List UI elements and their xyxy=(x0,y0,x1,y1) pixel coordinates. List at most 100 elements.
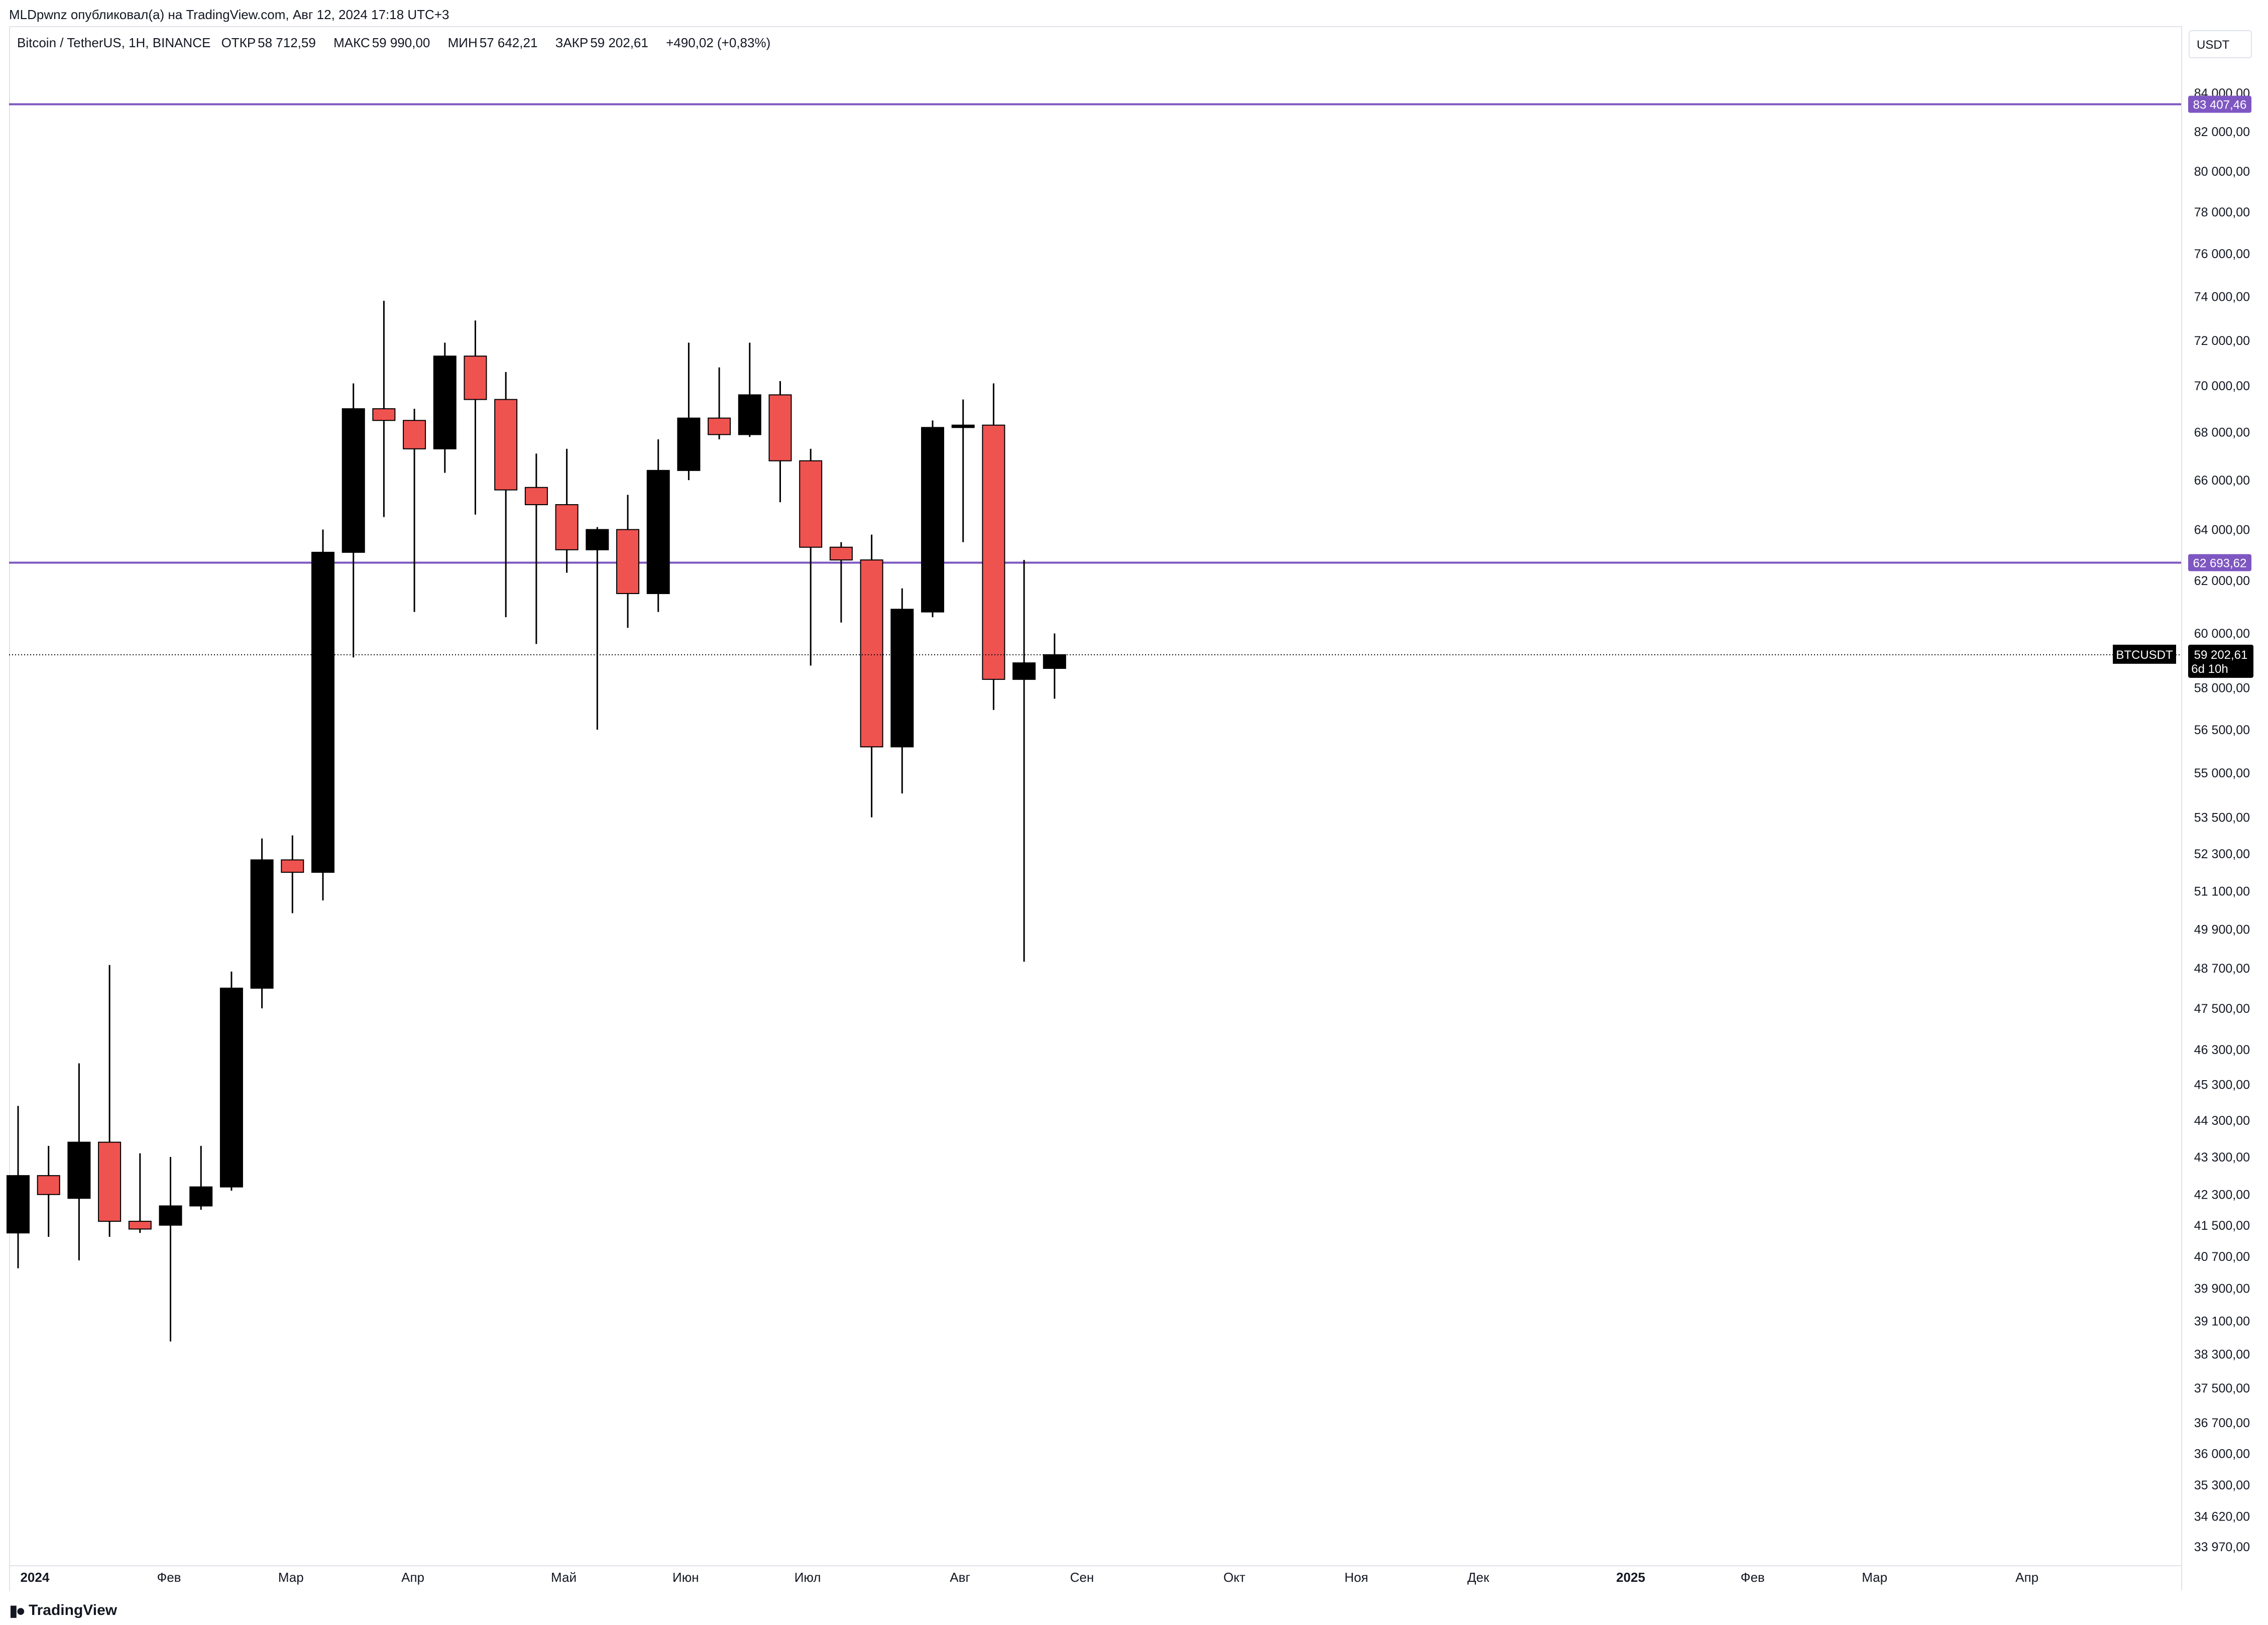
candle-body xyxy=(219,987,243,1188)
low-key: МИН xyxy=(447,35,478,50)
time-tick-label: Фев xyxy=(157,1570,181,1585)
price-tick-label: 53 500,00 xyxy=(2194,811,2250,825)
candle-body xyxy=(768,394,792,461)
price-tick-label: 55 000,00 xyxy=(2194,766,2250,780)
price-tick-label: 35 300,00 xyxy=(2194,1478,2250,1492)
price-tick-label: 56 500,00 xyxy=(2194,723,2250,737)
price-tick-label: 60 000,00 xyxy=(2194,627,2250,641)
chart-pane[interactable] xyxy=(9,26,2182,1591)
time-tick-label: Июл xyxy=(795,1570,821,1585)
candle-body xyxy=(189,1186,213,1207)
price-tick-label: 72 000,00 xyxy=(2194,334,2250,348)
candle-body xyxy=(98,1141,122,1222)
candle-body xyxy=(708,417,731,435)
candle-body xyxy=(860,559,883,748)
price-tick-label: 36 700,00 xyxy=(2194,1416,2250,1430)
low-value: 57 642,21 xyxy=(479,35,538,50)
level-price-label: 62 693,62 xyxy=(2193,557,2247,570)
price-tick-label: 48 700,00 xyxy=(2194,962,2250,976)
time-tick-label: Мар xyxy=(278,1570,304,1585)
time-tick-label: Апр xyxy=(2015,1570,2038,1585)
price-tick-label: 36 000,00 xyxy=(2194,1447,2250,1461)
currency-selector[interactable]: USDT xyxy=(2189,30,2252,58)
level-price-tag xyxy=(2188,95,2251,113)
price-tick-label: 66 000,00 xyxy=(2194,474,2250,488)
price-tick-label: 34 620,00 xyxy=(2194,1510,2250,1524)
candle-body xyxy=(281,859,304,873)
time-tick-label: Дек xyxy=(1467,1570,1490,1585)
symbol-title[interactable]: Bitcoin / TetherUS, 1H, BINANCE xyxy=(17,35,211,50)
time-tick-label: Ноя xyxy=(1344,1570,1368,1585)
price-tick-label: 41 500,00 xyxy=(2194,1219,2250,1233)
level-price-tag xyxy=(2188,554,2251,571)
ticker-tag-label: BTCUSDT xyxy=(2116,648,2173,662)
price-tick-label: 44 300,00 xyxy=(2194,1114,2250,1128)
price-tick-label: 70 000,00 xyxy=(2194,379,2250,393)
candle-body xyxy=(890,609,914,748)
price-tick-label: 45 300,00 xyxy=(2194,1078,2250,1092)
price-tick-label: 39 900,00 xyxy=(2194,1282,2250,1296)
candle-body xyxy=(403,420,426,449)
price-tick-label: 42 300,00 xyxy=(2194,1188,2250,1202)
open-value: 58 712,59 xyxy=(258,35,316,50)
candle-body xyxy=(738,394,761,435)
price-tick-label: 62 000,00 xyxy=(2194,574,2250,588)
candle-body xyxy=(677,417,701,471)
price-tick-label: 51 100,00 xyxy=(2194,884,2250,898)
price-tick-label: 39 100,00 xyxy=(2194,1314,2250,1328)
price-tick-label: 49 900,00 xyxy=(2194,922,2250,937)
candle-body xyxy=(372,408,396,421)
price-tick-label: 80 000,00 xyxy=(2194,165,2250,179)
high-value: 59 990,00 xyxy=(372,35,430,50)
tradingview-logo[interactable]: ▮● TradingView xyxy=(9,1601,117,1620)
candle-body xyxy=(1012,662,1036,680)
price-tick-label: 74 000,00 xyxy=(2194,290,2250,304)
current-price-tag xyxy=(2188,644,2253,678)
time-tick-label: Сен xyxy=(1070,1570,1094,1585)
time-tick-label: Фев xyxy=(1741,1570,1765,1585)
price-tick-label: 64 000,00 xyxy=(2194,523,2250,537)
tradingview-logo-icon: ▮● xyxy=(9,1601,26,1619)
time-tick-label: Июн xyxy=(672,1570,699,1585)
price-tick-label: 46 300,00 xyxy=(2194,1043,2250,1057)
time-axis[interactable] xyxy=(9,1565,2181,1591)
time-tick-label: Апр xyxy=(401,1570,424,1585)
candle-body xyxy=(982,424,1005,680)
time-tick-label: Мар xyxy=(1862,1570,1887,1585)
current-price-label: 59 202,61 xyxy=(2194,648,2248,662)
candle-body xyxy=(464,356,487,400)
price-tick-label: 58 000,00 xyxy=(2194,681,2250,695)
price-tick-label: 43 300,00 xyxy=(2194,1150,2250,1165)
price-tick-label: 68 000,00 xyxy=(2194,426,2250,440)
time-tick-label: Окт xyxy=(1223,1570,1245,1585)
level-price-label: 83 407,46 xyxy=(2193,98,2247,112)
change-value: +490,02 (+0,83%) xyxy=(666,35,771,50)
price-tick-label: 37 500,00 xyxy=(2194,1381,2250,1396)
candle-body xyxy=(433,356,457,449)
candle-body xyxy=(128,1221,152,1230)
time-tick-label: 2025 xyxy=(1616,1570,1645,1585)
price-axis[interactable] xyxy=(2181,26,2268,1590)
price-tick-label: 76 000,00 xyxy=(2194,247,2250,261)
candle-body xyxy=(250,859,274,989)
price-tick-label: 78 000,00 xyxy=(2194,205,2250,219)
candle-body xyxy=(342,408,365,553)
bar-countdown-label: 6d 10h xyxy=(2191,662,2228,676)
candle-body xyxy=(494,399,518,491)
candle-body xyxy=(7,1175,30,1234)
price-tick-label: 40 700,00 xyxy=(2194,1250,2250,1264)
candle-body xyxy=(829,546,853,561)
candle-body xyxy=(311,551,334,873)
price-tick-label: 33 970,00 xyxy=(2194,1540,2250,1554)
symbol-legend: Bitcoin / TetherUS, 1H, BINANCE ОТКР 58 7… xyxy=(17,35,777,51)
time-tick-label: 2024 xyxy=(20,1570,49,1585)
price-tick-label: 52 300,00 xyxy=(2194,847,2250,861)
candle-body xyxy=(586,529,609,550)
candle-body xyxy=(1043,654,1066,669)
close-key: ЗАКР xyxy=(555,35,589,50)
candle-body xyxy=(37,1175,60,1195)
price-tick-label: 38 300,00 xyxy=(2194,1347,2250,1361)
price-tick-label: 47 500,00 xyxy=(2194,1002,2250,1016)
ticker-tag xyxy=(2113,644,2176,664)
candle-body xyxy=(951,424,975,428)
